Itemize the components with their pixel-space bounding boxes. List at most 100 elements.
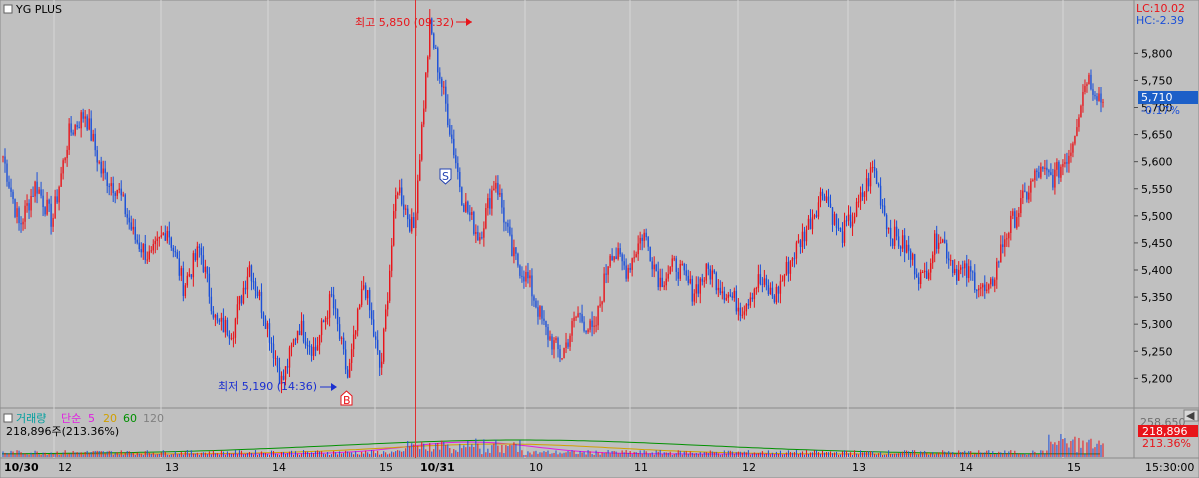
candle-body [775, 286, 778, 303]
candle-body [681, 263, 683, 265]
candle-body [789, 260, 792, 274]
candle-body [885, 215, 888, 230]
candle-body [196, 246, 199, 261]
candle-body [589, 320, 591, 330]
candle-body [106, 172, 108, 187]
candle-body [962, 267, 964, 269]
candle-body [515, 247, 517, 254]
candle-body [306, 345, 309, 347]
candle-body [134, 226, 136, 240]
candle-body [2, 156, 4, 158]
candle-body [749, 297, 752, 306]
candle-body [84, 116, 86, 119]
candle-body [457, 163, 459, 173]
candle-body [923, 270, 926, 273]
candle-body [1068, 155, 1070, 164]
candle-body [913, 254, 916, 275]
candle-body [767, 285, 770, 294]
candle-body [903, 235, 906, 253]
candle-body [585, 330, 587, 333]
candle-body [489, 198, 491, 209]
candle-body [160, 235, 162, 237]
window-menu-icon[interactable] [3, 4, 13, 14]
price-tick-label: 5,200 [1141, 372, 1173, 385]
candle-body [1036, 170, 1038, 173]
candle-body [901, 235, 904, 249]
candle-body [647, 237, 649, 247]
price-tick-label: 5,750 [1141, 74, 1173, 87]
candle-body [569, 335, 571, 347]
candle-body [82, 112, 84, 119]
candle-body [58, 186, 60, 203]
candle-body [539, 306, 541, 317]
candle-body [527, 271, 529, 279]
candle-body [62, 160, 64, 174]
candle-body [1010, 215, 1012, 233]
candle-body [621, 254, 623, 262]
candle-body [286, 366, 289, 368]
price-panel[interactable] [0, 0, 1135, 409]
candle-body [232, 337, 235, 339]
candle-body [314, 346, 317, 351]
candle-body [238, 296, 241, 305]
candle-body [970, 266, 972, 272]
time-tick-label: 10/31 [420, 461, 455, 474]
volume-menu-icon[interactable] [3, 413, 13, 423]
candle-body [487, 198, 489, 209]
candle-body [861, 192, 864, 197]
candle-body [619, 248, 621, 255]
candle-body [593, 325, 595, 327]
candle-body [248, 265, 251, 277]
candle-body [719, 287, 722, 294]
candle-body [260, 291, 263, 313]
candle-body [998, 261, 1000, 263]
candle-body [553, 340, 555, 350]
candle-body [513, 247, 515, 257]
candle-body [573, 317, 575, 322]
candle-body [413, 217, 415, 229]
candle-body [389, 270, 391, 301]
candle-body [531, 275, 533, 297]
candle-body [917, 277, 920, 284]
candle-body [785, 261, 788, 276]
candle-body [240, 296, 243, 304]
candle-body [324, 317, 327, 323]
candle-body [567, 342, 569, 347]
candle-body [226, 319, 229, 335]
price-axis-ticks: 5,800 5,750 5,700 5,650 5,600 5,550 5,500 5,450… [1134, 47, 1173, 385]
candle-body [1052, 174, 1054, 188]
candle-body [735, 290, 738, 312]
grid-lines [53, 0, 1064, 458]
current-volume-box [1138, 425, 1198, 437]
candle-body [743, 311, 746, 315]
candle-body [431, 18, 433, 34]
candle-body [543, 318, 545, 321]
candle-body [948, 258, 950, 261]
candle-body [931, 254, 934, 264]
candle-body [439, 72, 441, 79]
candle-body [921, 272, 924, 274]
price-tick-label: 5,650 [1141, 129, 1173, 142]
scroll-left-button[interactable] [1183, 409, 1199, 422]
candle-body [825, 196, 828, 201]
candle-body [733, 290, 736, 298]
candle-body [883, 205, 886, 216]
candle-body [907, 244, 910, 251]
candle-body [759, 274, 762, 284]
volume-panel[interactable] [0, 407, 1135, 459]
candle-body [190, 274, 193, 278]
candle-body [8, 181, 10, 188]
candle-body [817, 202, 820, 217]
candle-body [629, 267, 631, 270]
time-tick-label: 15 [1067, 461, 1081, 474]
candle-body [950, 260, 952, 262]
candle-body [867, 178, 870, 187]
lc-label: LC:10.02 [1136, 2, 1185, 15]
candle-body [22, 221, 24, 225]
candle-body [555, 338, 557, 341]
candle-body [873, 167, 876, 171]
candle-body [685, 270, 687, 276]
candle-body [98, 161, 100, 163]
candle-body [1066, 162, 1068, 164]
candle-body [881, 205, 884, 207]
